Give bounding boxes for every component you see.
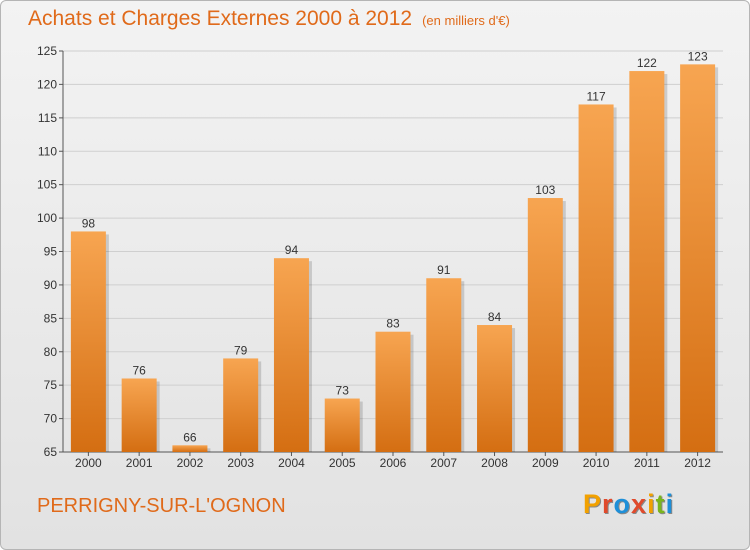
bar-2007	[426, 278, 462, 452]
x-tick-label: 2008	[481, 456, 508, 470]
bar-2000	[70, 231, 106, 452]
x-tick-label: 2009	[532, 456, 559, 470]
y-tick-label: 85	[44, 311, 58, 325]
y-tick-label: 80	[44, 345, 58, 359]
bar-2004	[273, 258, 309, 452]
y-tick-label: 110	[38, 144, 57, 158]
y-tick-label: 95	[44, 245, 58, 259]
data-label: 98	[82, 216, 96, 230]
data-label: 84	[488, 310, 502, 324]
bar-2002	[172, 445, 208, 452]
bar-2008	[477, 325, 513, 452]
x-tick-label: 2002	[177, 456, 204, 470]
x-tick-label: 2003	[227, 456, 254, 470]
data-label: 103	[535, 183, 555, 197]
x-tick-label: 2010	[583, 456, 610, 470]
bar-2003	[223, 358, 259, 452]
data-label: 73	[336, 384, 350, 398]
y-tick-label: 120	[37, 77, 57, 91]
y-tick-label: 75	[44, 378, 58, 392]
y-tick-label: 90	[44, 278, 58, 292]
data-label: 94	[285, 243, 299, 257]
bar-2012	[680, 64, 716, 452]
logo-letter: i	[665, 489, 675, 519]
bar-2011	[629, 71, 665, 453]
town-name: PERRIGNY-SUR-L'OGNON	[37, 495, 286, 517]
y-tick-label: 115	[38, 111, 57, 125]
y-tick-label: 100	[37, 211, 57, 225]
x-tick-label: 2001	[126, 456, 153, 470]
logo-letter: P	[583, 489, 603, 519]
data-label: 76	[132, 363, 146, 377]
logo-letter: x	[631, 489, 648, 519]
logo-letter: t	[655, 489, 666, 519]
x-tick-label: 2012	[684, 456, 711, 470]
y-tick-label: 105	[37, 178, 57, 192]
chart-subtitle: (en milliers d'€)	[422, 13, 510, 28]
y-tick-label: 125	[37, 44, 57, 58]
bar-2009	[527, 198, 563, 452]
bar-2005	[324, 398, 360, 452]
x-tick-label: 2005	[329, 456, 356, 470]
data-label: 123	[688, 49, 708, 63]
chart-title: Achats et Charges Externes 2000 à 2012 (e…	[28, 7, 510, 31]
data-label: 117	[587, 89, 606, 103]
data-label: 91	[437, 263, 451, 277]
title-text: Achats et Charges Externes 2000 à 2012	[28, 7, 413, 30]
x-tick-label: 2004	[278, 456, 305, 470]
x-tick-label: 2007	[430, 456, 457, 470]
data-label: 66	[183, 430, 197, 444]
x-tick-label: 2006	[380, 456, 407, 470]
proxiti-logo: Proxiti	[583, 489, 674, 520]
x-tick-label: 2000	[75, 456, 102, 470]
logo-letter: o	[613, 489, 632, 519]
y-tick-label: 65	[44, 445, 58, 459]
bar-2001	[121, 378, 157, 452]
data-label: 79	[234, 343, 248, 357]
logo-letter: i	[647, 489, 656, 519]
logo-letter: r	[602, 489, 614, 519]
y-tick-label: 70	[44, 412, 58, 426]
bar-2006	[375, 331, 411, 452]
bar-2010	[578, 104, 614, 452]
x-tick-label: 2011	[634, 456, 660, 470]
data-label: 83	[386, 317, 400, 331]
data-label: 122	[637, 56, 657, 70]
